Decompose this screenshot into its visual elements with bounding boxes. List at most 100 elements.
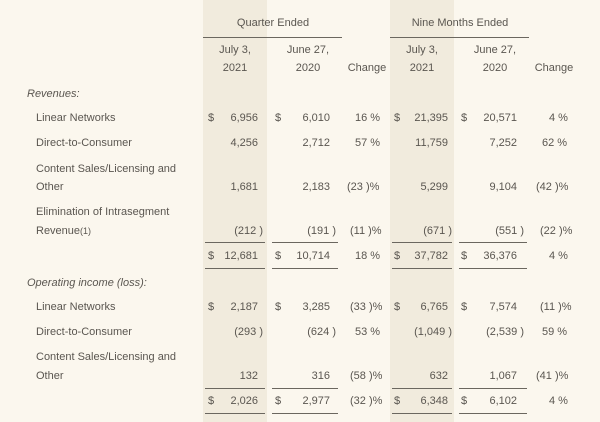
- row-label: Direct-to-Consumer: [36, 137, 132, 149]
- footnote-marker: (1): [80, 226, 92, 236]
- header-n-change: Change: [534, 62, 574, 74]
- value-n-change: (22 )%: [540, 225, 573, 237]
- quarter-current-column-band: [203, 0, 267, 422]
- value-q-cur: 2,187: [230, 301, 258, 313]
- value-q-change: 53 %: [355, 326, 381, 338]
- value-q-cur: 2,026: [230, 395, 258, 407]
- opincome-subtotal-rule-q-prev: [272, 388, 338, 389]
- value-q-prev: 316: [311, 370, 330, 382]
- currency-symbol: $: [394, 301, 401, 313]
- value-n-cur: 21,395: [414, 112, 448, 124]
- value-q-change: (32 )%: [350, 395, 383, 407]
- nine-months-current-column-band: [390, 0, 454, 422]
- row-label-line2: Revenue(1): [36, 225, 91, 237]
- value-q-change: (23 )%: [347, 181, 380, 193]
- header-q-cur-year: 2021: [222, 62, 248, 74]
- header-n-prev-year: 2020: [482, 62, 508, 74]
- row-label-text: Revenue: [36, 225, 81, 237]
- revenue-subtotal-rule-n-prev: [459, 242, 527, 243]
- value-n-prev: 7,252: [489, 137, 517, 149]
- value-q-cur: 4,256: [230, 137, 258, 149]
- header-q-cur-date: July 3,: [219, 44, 251, 56]
- header-n-cur-date: July 3,: [406, 44, 438, 56]
- header-q-change: Change: [347, 62, 387, 74]
- opincome-subtotal-rule-n-cur: [392, 388, 452, 389]
- value-q-cur: (293 ): [234, 326, 263, 338]
- currency-symbol: $: [275, 112, 282, 124]
- value-n-cur: 5,299: [420, 181, 448, 193]
- value-n-cur: 6,348: [420, 395, 448, 407]
- currency-symbol: $: [208, 112, 215, 124]
- opincome-subtotal-rule-n-prev: [459, 388, 527, 389]
- value-n-prev: (2,539 ): [486, 326, 524, 338]
- currency-symbol: $: [461, 112, 468, 124]
- row-label-line1: Content Sales/Licensing and: [36, 163, 177, 175]
- currency-symbol: $: [208, 301, 215, 313]
- row-label-line2: Other: [36, 370, 64, 382]
- revenue-total-rule-n-cur: [392, 268, 452, 269]
- row-label-line2: Other: [36, 181, 64, 193]
- value-q-prev: 2,712: [302, 137, 330, 149]
- currency-symbol: $: [461, 250, 468, 262]
- revenue-subtotal-rule-q-cur: [205, 242, 265, 243]
- value-q-change: (58 )%: [350, 370, 383, 382]
- value-n-prev: 36,376: [483, 250, 517, 262]
- value-n-change: 4 %: [549, 112, 568, 124]
- opincome-subtotal-rule-q-cur: [205, 388, 265, 389]
- row-label: Linear Networks: [36, 112, 116, 124]
- value-n-cur: 37,782: [414, 250, 448, 262]
- value-q-prev: 3,285: [302, 301, 330, 313]
- value-n-change: (42 )%: [536, 181, 569, 193]
- value-n-prev: 1,067: [489, 370, 517, 382]
- opincome-total-rule-q-prev: [272, 413, 338, 414]
- value-q-prev: 2,183: [302, 181, 330, 193]
- value-n-cur: (1,049 ): [414, 326, 452, 338]
- value-n-change: (11 )%: [540, 301, 572, 313]
- currency-symbol: $: [394, 395, 401, 407]
- section-revenues: Revenues:: [27, 88, 80, 100]
- value-n-cur: (671 ): [423, 225, 452, 237]
- value-n-prev: (551 ): [495, 225, 524, 237]
- value-n-prev: 7,574: [489, 301, 517, 313]
- header-q-prev-date: June 27,: [286, 44, 330, 56]
- revenue-subtotal-rule-n-cur: [392, 242, 452, 243]
- header-quarter-ended: Quarter Ended: [236, 17, 310, 29]
- value-q-change: 57 %: [355, 137, 381, 149]
- value-q-cur: 12,681: [224, 250, 258, 262]
- value-n-prev: 9,104: [489, 181, 517, 193]
- row-label-line1: Content Sales/Licensing and: [36, 351, 177, 363]
- value-n-change: 62 %: [542, 137, 568, 149]
- value-q-cur: 6,956: [230, 112, 258, 124]
- value-n-cur: 11,759: [415, 137, 448, 149]
- header-n-prev-date: June 27,: [473, 44, 517, 56]
- value-q-change: 18 %: [355, 250, 381, 262]
- row-label-line1: Elimination of Intrasegment: [36, 206, 170, 218]
- opincome-total-rule-n-cur: [392, 413, 452, 414]
- header-quarter-rule: [203, 37, 342, 38]
- revenue-subtotal-rule-q-prev: [272, 242, 338, 243]
- value-n-change: 4 %: [549, 395, 568, 407]
- value-q-prev: (624 ): [307, 326, 336, 338]
- value-n-prev: 20,571: [483, 112, 517, 124]
- currency-symbol: $: [208, 395, 215, 407]
- header-n-cur-year: 2021: [409, 62, 435, 74]
- revenue-total-rule-q-prev: [272, 268, 338, 269]
- currency-symbol: $: [394, 112, 401, 124]
- value-q-cur: (212 ): [234, 225, 263, 237]
- value-q-prev: 2,977: [302, 395, 330, 407]
- value-q-prev: 10,714: [296, 250, 330, 262]
- opincome-total-rule-n-prev: [459, 413, 527, 414]
- currency-symbol: $: [275, 250, 282, 262]
- revenue-total-rule-q-cur: [205, 268, 265, 269]
- currency-symbol: $: [208, 250, 215, 262]
- row-label: Direct-to-Consumer: [36, 326, 132, 338]
- value-n-prev: 6,102: [489, 395, 517, 407]
- currency-symbol: $: [275, 395, 282, 407]
- revenue-total-rule-n-prev: [459, 268, 527, 269]
- value-q-cur: 1,681: [230, 181, 258, 193]
- header-nine-months-rule: [390, 37, 529, 38]
- value-n-cur: 6,765: [420, 301, 448, 313]
- value-q-change: 16 %: [355, 112, 381, 124]
- header-q-prev-year: 2020: [295, 62, 321, 74]
- section-operating-income: Operating income (loss):: [27, 277, 147, 289]
